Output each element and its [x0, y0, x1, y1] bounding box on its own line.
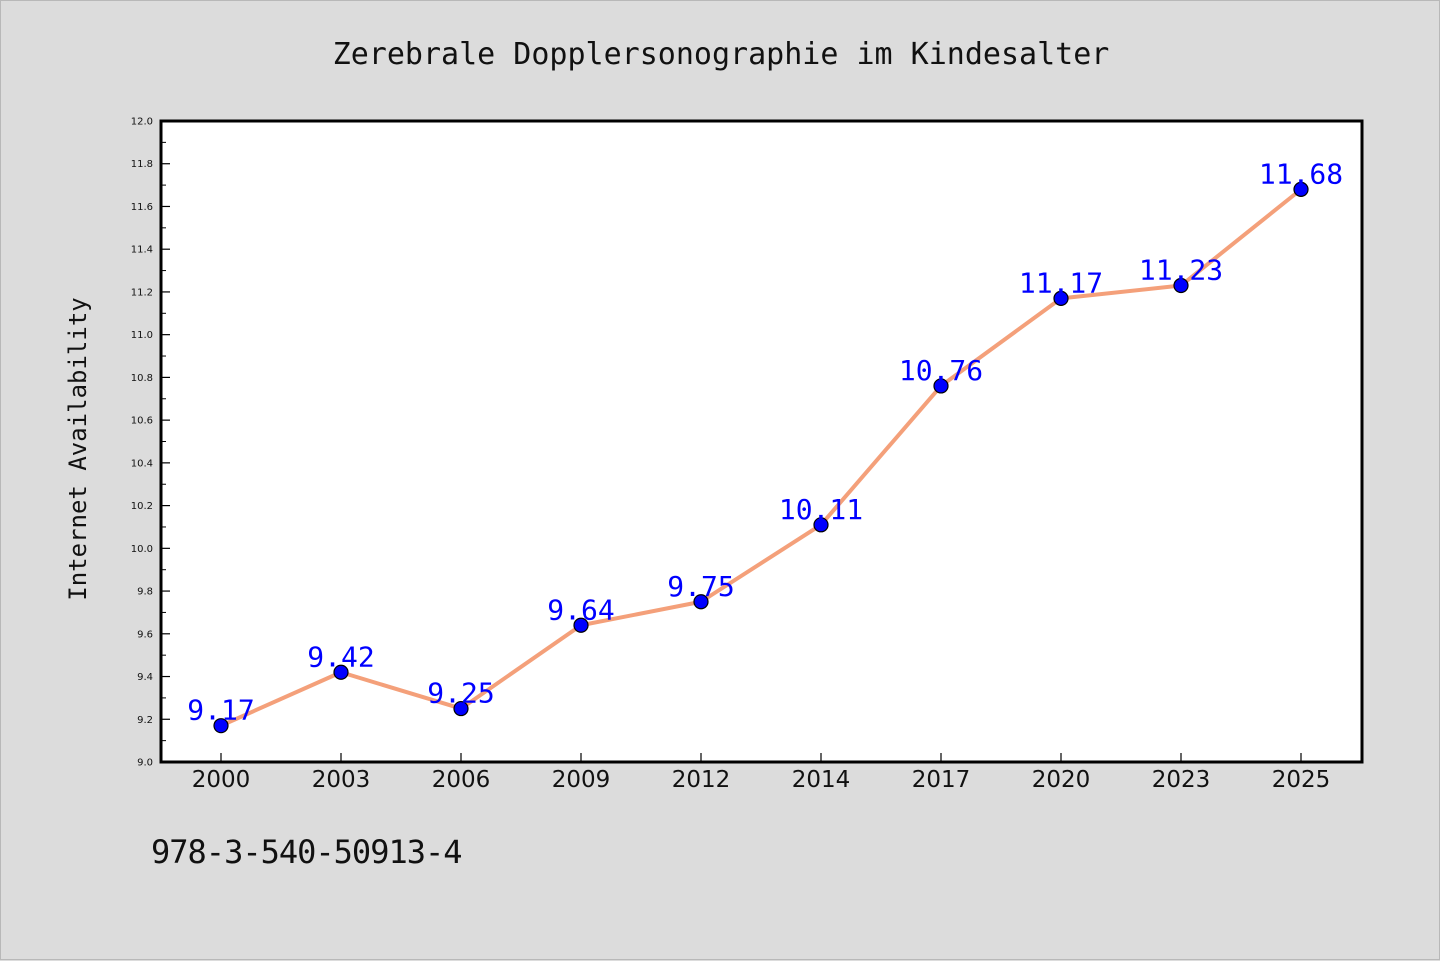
data-label: 10.11: [779, 493, 863, 526]
data-point: [213, 718, 229, 734]
y-tick-label: 9.8: [137, 587, 153, 598]
data-label: 9.25: [427, 677, 494, 710]
data-point: [933, 378, 949, 394]
data-label: 11.68: [1259, 157, 1343, 190]
data-label: 9.17: [187, 694, 254, 727]
isbn-text: 978-3-540-50913-4: [151, 833, 463, 871]
data-point: [333, 664, 349, 680]
chart-title: Zerebrale Dopplersonographie im Kindesal…: [333, 37, 1110, 72]
y-tick-label: 9.0: [137, 758, 153, 769]
y-axis-label: Internet Availability: [64, 297, 92, 600]
data-label: 10.76: [899, 354, 983, 387]
x-tick-label: 2000: [192, 767, 251, 793]
y-tick-label: 10.4: [131, 458, 153, 469]
y-tick-label: 10.8: [131, 373, 153, 384]
y-tick-label: 11.8: [131, 159, 153, 170]
data-point: [1293, 181, 1309, 197]
data-label: 9.75: [667, 570, 734, 603]
y-tick-label: 10.0: [131, 544, 153, 555]
x-tick-label: 2006: [432, 767, 491, 793]
x-tick-label: 2003: [312, 767, 371, 793]
data-marker-group: [213, 181, 1309, 734]
data-point: [453, 700, 469, 717]
y-tick-label: 9.6: [137, 629, 153, 640]
data-label: 9.42: [307, 640, 374, 673]
x-tick-label: 2020: [1032, 767, 1091, 793]
data-label: 11.17: [1019, 266, 1103, 299]
data-point: [693, 594, 709, 610]
y-tick-label: 12.0: [131, 117, 153, 128]
x-tick-label: 2009: [552, 767, 611, 793]
data-point: [1053, 290, 1069, 306]
y-tick-label: 10.6: [131, 416, 153, 427]
x-tick-label: 2012: [672, 767, 731, 793]
y-tick-label: 9.2: [137, 715, 153, 726]
data-label: 9.64: [547, 593, 614, 626]
x-tick-label: 2017: [912, 767, 971, 793]
data-point: [573, 617, 589, 633]
data-point: [813, 517, 829, 533]
series-line: [219, 187, 1303, 728]
data-label: 11.23: [1139, 254, 1223, 287]
y-axis-ticks: 9.0 9.2 9.4 9.6 9.8 10.0 10.2 10.4 10.6 10.8 11.0 1…: [131, 117, 170, 769]
data-point: [1173, 277, 1189, 294]
y-tick-label: 11.0: [131, 330, 153, 341]
y-tick-label: 11.6: [131, 202, 153, 213]
x-tick-label: 2023: [1152, 767, 1211, 793]
y-tick-label: 10.2: [131, 501, 153, 512]
x-tick-label: 2014: [792, 767, 851, 793]
y-tick-label: 11.2: [131, 287, 153, 298]
data-label-group: 9.17 9.42 9.25 9.64 9.75 10.11 10.76 11.17 11.23…: [187, 157, 1343, 726]
plot-area: [159, 119, 1364, 764]
x-axis-ticks: 2000 2003 2006 2009 2012 2014 2017 2020 2023 2025: [192, 753, 1331, 793]
series-line-group: [219, 187, 1303, 728]
x-tick-label: 2025: [1272, 767, 1331, 793]
y-tick-label: 11.4: [131, 245, 153, 256]
y-tick-label: 9.4: [137, 672, 153, 683]
